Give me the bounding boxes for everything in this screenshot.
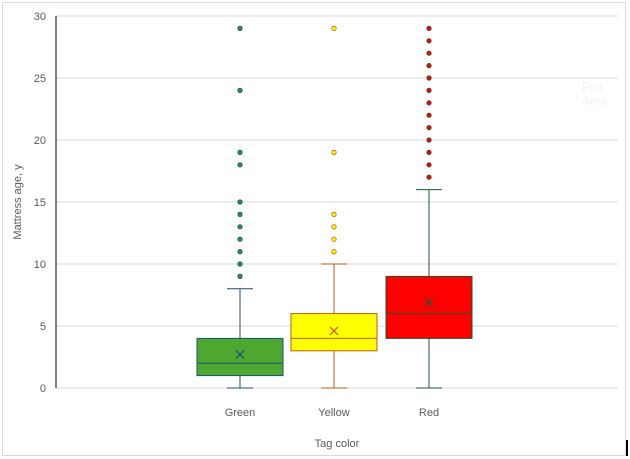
outlier-point xyxy=(237,224,243,230)
x-category-label: Yellow xyxy=(318,407,349,419)
mean-marker-icon xyxy=(235,350,245,359)
resize-handle[interactable] xyxy=(626,440,628,456)
outlier-point xyxy=(331,149,337,155)
mean-marker-icon xyxy=(329,326,339,336)
y-tick-label: 30 xyxy=(34,11,46,23)
plot-area-tooltip: Plot Area xyxy=(582,80,608,108)
outlier-point xyxy=(426,38,432,44)
y-tick-label: 15 xyxy=(34,197,46,209)
outlier-point xyxy=(331,211,337,217)
outlier-point xyxy=(331,249,337,255)
y-axis-title: Mattress age, y xyxy=(12,164,24,240)
outlier-point xyxy=(237,273,243,279)
outlier-point xyxy=(426,100,432,106)
outlier-point xyxy=(426,62,432,69)
x-category-label: Red xyxy=(419,407,439,419)
box-green xyxy=(196,337,284,377)
outlier-point xyxy=(426,50,432,56)
outlier-point xyxy=(237,149,243,155)
outlier-point xyxy=(237,199,243,205)
outlier-point xyxy=(237,261,243,267)
x-category-label: Green xyxy=(225,407,256,419)
x-axis-title: Tag color xyxy=(315,438,360,450)
outlier-point xyxy=(331,25,337,31)
outlier-point xyxy=(426,75,432,81)
y-tick-label: 20 xyxy=(34,135,46,147)
outlier-point xyxy=(426,112,432,118)
outlier-point xyxy=(426,125,432,131)
outlier-point xyxy=(426,149,432,155)
outlier-point xyxy=(426,174,432,180)
outlier-point xyxy=(237,249,243,255)
outlier-point xyxy=(331,224,337,230)
y-tick-label: 0 xyxy=(40,383,46,395)
outlier-point xyxy=(426,87,432,94)
box-yellow xyxy=(290,313,378,352)
outlier-point xyxy=(426,137,432,143)
outlier-point xyxy=(237,162,243,168)
outlier-point xyxy=(237,236,243,242)
outlier-point xyxy=(237,25,243,31)
outlier-point xyxy=(426,162,432,168)
y-tick-label: 5 xyxy=(40,321,46,333)
y-tick-label: 10 xyxy=(34,259,46,271)
outlier-point xyxy=(237,87,243,94)
outlier-point xyxy=(331,236,337,242)
mean-marker-icon xyxy=(424,298,434,307)
y-tick-label: 25 xyxy=(34,73,46,85)
box-red xyxy=(385,275,473,339)
outlier-point xyxy=(237,211,243,217)
outlier-point xyxy=(426,25,432,31)
